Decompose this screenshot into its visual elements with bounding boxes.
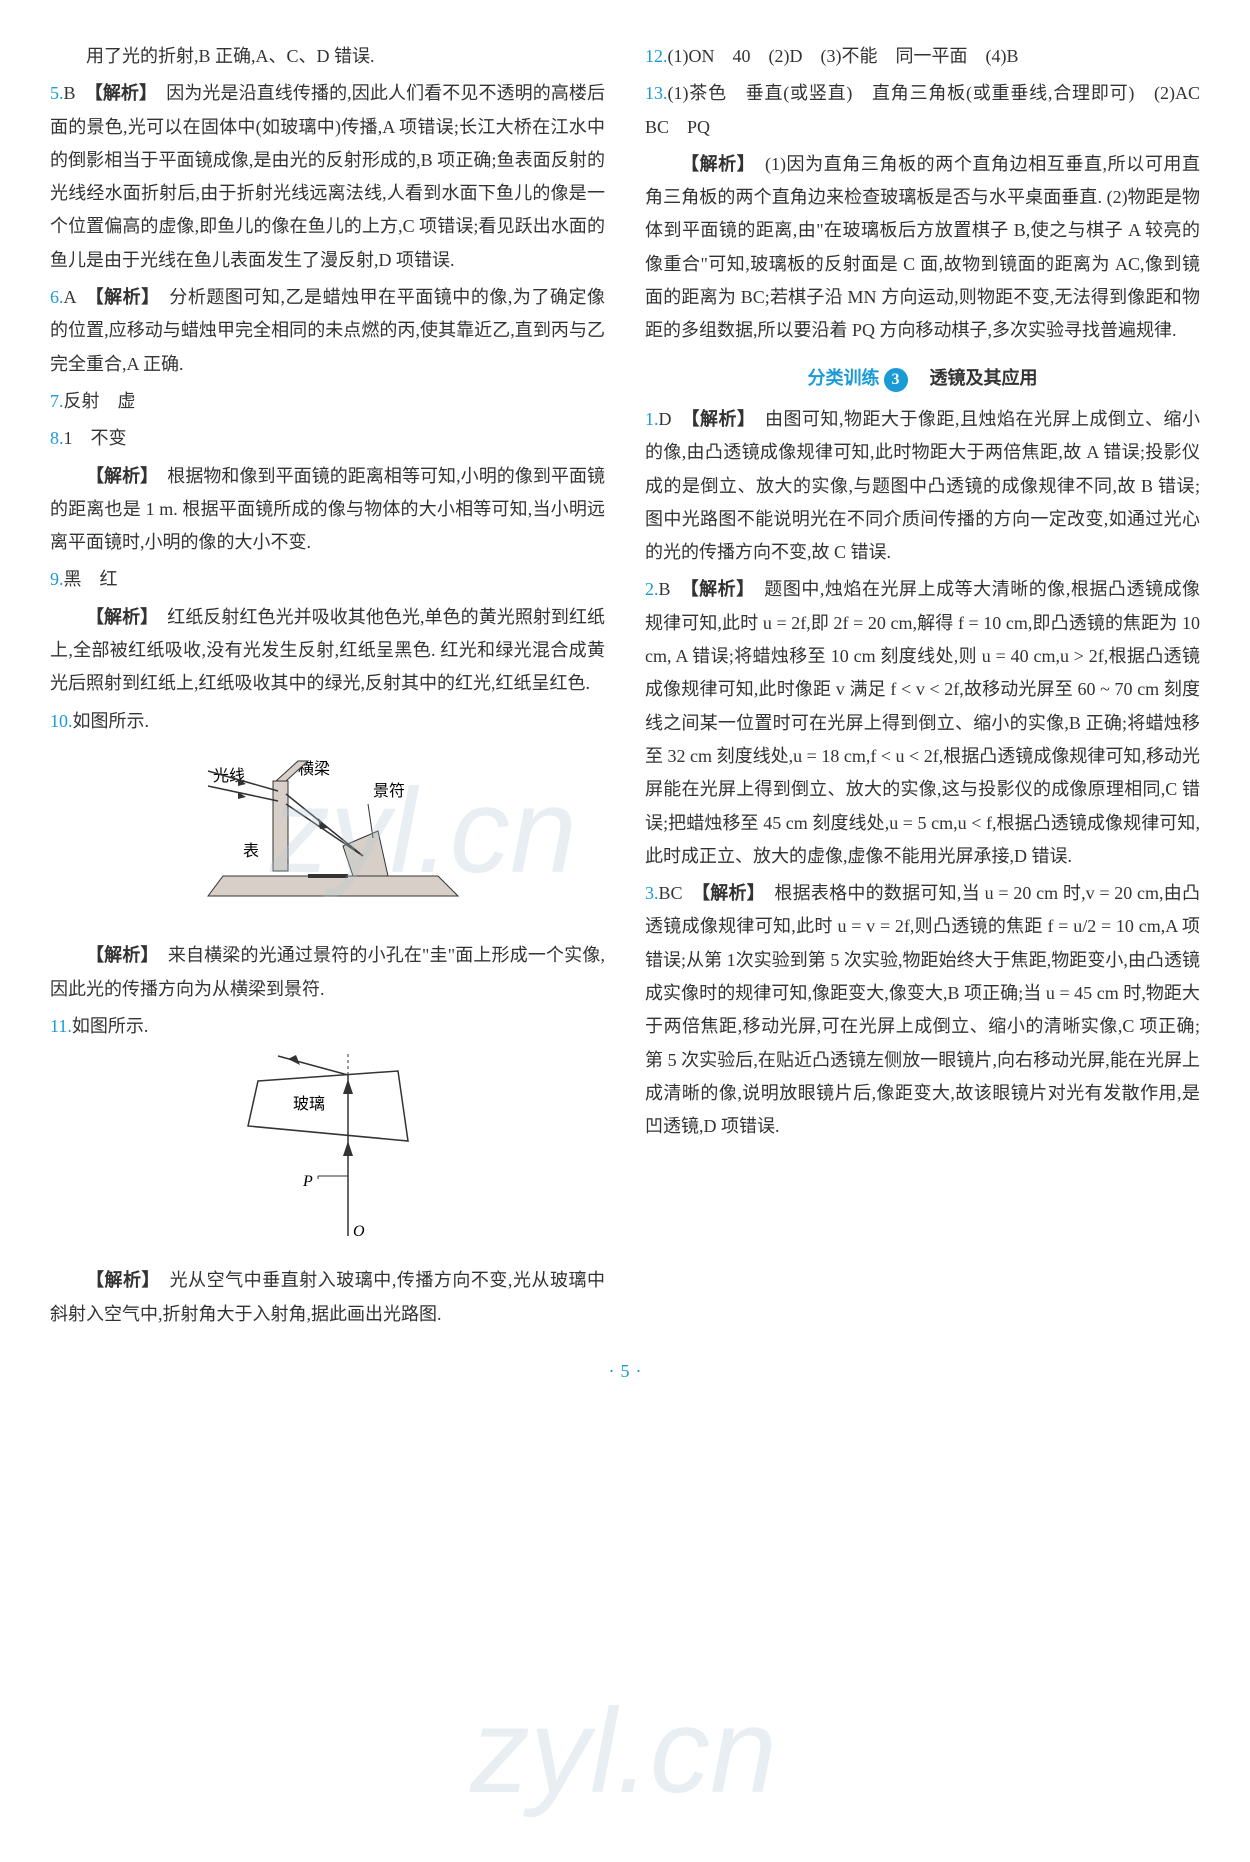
q10-text: 如图所示. [73,711,150,731]
q9-answer: 黑 红 [64,569,118,589]
q6-answer: A [64,287,76,307]
q7-number: 7. [50,391,64,411]
sq2-analysis-label: 【解析】 [690,579,746,599]
q13-text: (1)茶色 垂直(或竖直) 直角三角板(或重垂线,合理即可) (2)AC BC … [645,83,1218,136]
q8-number: 8. [50,428,64,448]
q10-analysis-label: 【解析】 [86,945,150,965]
sq2-text: 题图中,烛焰在光屏上成等大清晰的像,根据凸透镜成像规律可知,此时 u = 2f,… [645,579,1200,865]
fig11-label-o: O [353,1223,365,1240]
question-9: 9.黑 红 [50,563,605,596]
question-11-analysis: 【解析】 光从空气中垂直射入玻璃中,传播方向不变,光从玻璃中斜射入空气中,折射角… [50,1264,605,1331]
page-content: zyl.cn zyl.cn 用了光的折射,B 正确,A、C、D 错误. 5.B … [50,40,1200,1388]
sq3-analysis-label: 【解析】 [701,883,756,903]
question-12: 12.(1)ON 40 (2)D (3)不能 同一平面 (4)B [645,40,1200,73]
section-title: 透镜及其应用 [930,368,1038,388]
q8-analysis-label: 【解析】 [86,466,149,486]
q7-text: 反射 虚 [64,391,136,411]
two-column-layout: 用了光的折射,B 正确,A、C、D 错误. 5.B 【解析】 因为光是沿直线传播… [50,40,1200,1335]
figure-11-svg: 玻璃 P O [218,1051,438,1241]
q13-analysis-label: 【解析】 [681,154,746,174]
question-8: 8.1 不变 [50,422,605,455]
right-column: 12.(1)ON 40 (2)D (3)不能 同一平面 (4)B 13.(1)茶… [645,40,1200,1335]
watermark-2: zyl.cn [470,1640,777,1862]
question-7: 7.反射 虚 [50,385,605,418]
section-header: 分类训练3 透镜及其应用 [645,362,1200,395]
sq2-answer: B [659,579,671,599]
q6-number: 6. [50,287,64,307]
q8-answer: 1 不变 [64,428,127,448]
figure-10: 光线 横梁 景符 表 圭 [50,746,605,927]
question-10-analysis: 【解析】 来自横梁的光通过景符的小孔在"圭"面上形成一个实像,因此光的传播方向为… [50,939,605,1006]
sq1-analysis-label: 【解析】 [691,409,747,429]
q11-text: 如图所示. [72,1016,149,1036]
question-9-analysis: 【解析】 红纸反射红色光并吸收其他色光,单色的黄光照射到红纸上,全部被红纸吸收,… [50,601,605,701]
q5-analysis-label: 【解析】 [94,83,148,103]
left-column: 用了光的折射,B 正确,A、C、D 错误. 5.B 【解析】 因为光是沿直线传播… [50,40,605,1335]
q12-number: 12. [645,46,668,66]
q13-analysis-text: (1)因为直角三角板的两个直角边相互垂直,所以可用直角三角板的两个直角边来检查玻… [645,154,1200,340]
sq1-answer: D [659,409,672,429]
q5-answer: B [64,83,76,103]
q9-number: 9. [50,569,64,589]
question-6: 6.A 【解析】 分析题图可知,乙是蜡烛甲在平面镜中的像,为了确定像的位置,应移… [50,281,605,381]
fig11-label-p: P [302,1173,313,1190]
fig10-label-table: 表 [243,842,259,860]
question-11: 11.如图所示. [50,1010,605,1043]
sq1-text: 由图可知,物距大于像距,且烛焰在光屏上成倒立、缩小的像,由凸透镜成像规律可知,此… [645,409,1200,562]
continuation-text: 用了光的折射,B 正确,A、C、D 错误. [50,40,605,73]
question-13-analysis: 【解析】 (1)因为直角三角板的两个直角边相互垂直,所以可用直角三角板的两个直角… [645,148,1200,348]
q5-text: 因为光是沿直线传播的,因此人们看不见不透明的高楼后面的景色,光可以在固体中(如玻… [50,83,605,269]
figure-11: 玻璃 P O [50,1051,605,1252]
q11-analysis-label: 【解析】 [86,1270,151,1290]
figure-10-svg: 光线 横梁 景符 表 圭 [178,746,478,916]
section-q3: 3.BC 【解析】 根据表格中的数据可知,当 u = 20 cm 时,v = 2… [645,877,1200,1143]
q12-text: (1)ON 40 (2)D (3)不能 同一平面 (4)B [668,46,1019,66]
fig10-label-jingfu: 景符 [373,782,405,800]
q6-analysis-label: 【解析】 [95,287,151,307]
section-q2: 2.B 【解析】 题图中,烛焰在光屏上成等大清晰的像,根据凸透镜成像规律可知,此… [645,573,1200,873]
section-q1: 1.D 【解析】 由图可知,物距大于像距,且烛焰在光屏上成倒立、缩小的像,由凸透… [645,403,1200,569]
q9-analysis-label: 【解析】 [86,607,149,627]
page-number: 5 [50,1355,1200,1388]
sq2-number: 2. [645,579,659,599]
question-10: 10.如图所示. [50,705,605,738]
q11-number: 11. [50,1016,72,1036]
sq1-number: 1. [645,409,659,429]
section-number-circle: 3 [884,368,908,392]
sq3-answer: BC [659,883,683,903]
q13-number: 13. [645,83,668,103]
q10-number: 10. [50,711,73,731]
sq3-text-part2: 次实验到第 5 次实验,物距始终大于焦距,物距变小,由凸透镜成实像时的规律可知,… [645,950,1200,1136]
section-label: 分类训练 [808,368,880,388]
question-8-analysis: 【解析】 根据物和像到平面镜的距离相等可知,小明的像到平面镜的距离也是 1 m.… [50,460,605,560]
sq3-number: 3. [645,883,659,903]
question-5: 5.B 【解析】 因为光是沿直线传播的,因此人们看不见不透明的高楼后面的景色,光… [50,77,605,277]
fig11-label-glass: 玻璃 [293,1095,325,1113]
q5-number: 5. [50,83,64,103]
question-13: 13.(1)茶色 垂直(或竖直) 直角三角板(或重垂线,合理即可) (2)AC … [645,77,1200,144]
